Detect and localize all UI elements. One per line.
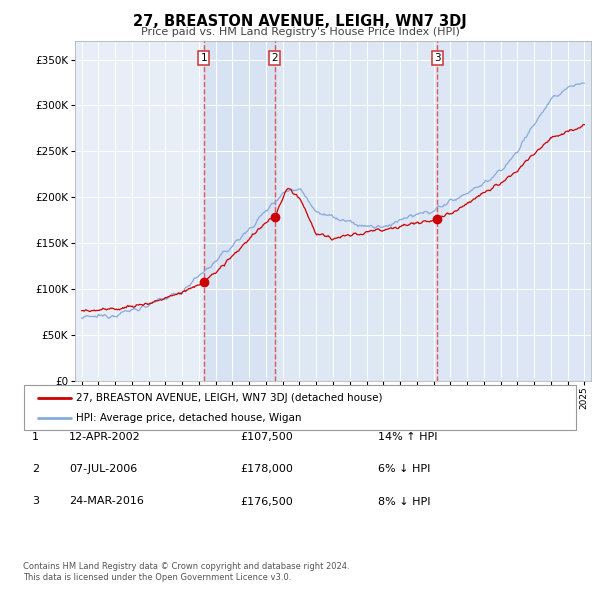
Text: 27, BREASTON AVENUE, LEIGH, WN7 3DJ: 27, BREASTON AVENUE, LEIGH, WN7 3DJ	[133, 14, 467, 29]
Text: 3: 3	[32, 497, 39, 506]
Text: £176,500: £176,500	[240, 497, 293, 506]
Text: HPI: Average price, detached house, Wigan: HPI: Average price, detached house, Wiga…	[76, 414, 302, 424]
Text: 2: 2	[32, 464, 39, 474]
Text: 27, BREASTON AVENUE, LEIGH, WN7 3DJ (detached house): 27, BREASTON AVENUE, LEIGH, WN7 3DJ (det…	[76, 393, 383, 402]
Text: This data is licensed under the Open Government Licence v3.0.: This data is licensed under the Open Gov…	[23, 572, 291, 582]
Text: 1: 1	[32, 432, 39, 441]
Text: 14% ↑ HPI: 14% ↑ HPI	[378, 432, 437, 441]
Text: 12-APR-2002: 12-APR-2002	[69, 432, 141, 441]
FancyBboxPatch shape	[24, 385, 576, 430]
Bar	[203, 41, 275, 381]
Bar	[275, 41, 437, 381]
Text: 2: 2	[271, 53, 278, 63]
Text: 8% ↓ HPI: 8% ↓ HPI	[378, 497, 431, 506]
Text: 24-MAR-2016: 24-MAR-2016	[69, 497, 144, 506]
Text: Contains HM Land Registry data © Crown copyright and database right 2024.: Contains HM Land Registry data © Crown c…	[23, 562, 349, 571]
Text: 1: 1	[200, 53, 207, 63]
Text: £178,000: £178,000	[240, 464, 293, 474]
Text: 6% ↓ HPI: 6% ↓ HPI	[378, 464, 430, 474]
Text: Price paid vs. HM Land Registry's House Price Index (HPI): Price paid vs. HM Land Registry's House …	[140, 27, 460, 37]
Text: 07-JUL-2006: 07-JUL-2006	[69, 464, 137, 474]
Text: 3: 3	[434, 53, 440, 63]
Bar	[437, 41, 591, 381]
Text: £107,500: £107,500	[240, 432, 293, 441]
